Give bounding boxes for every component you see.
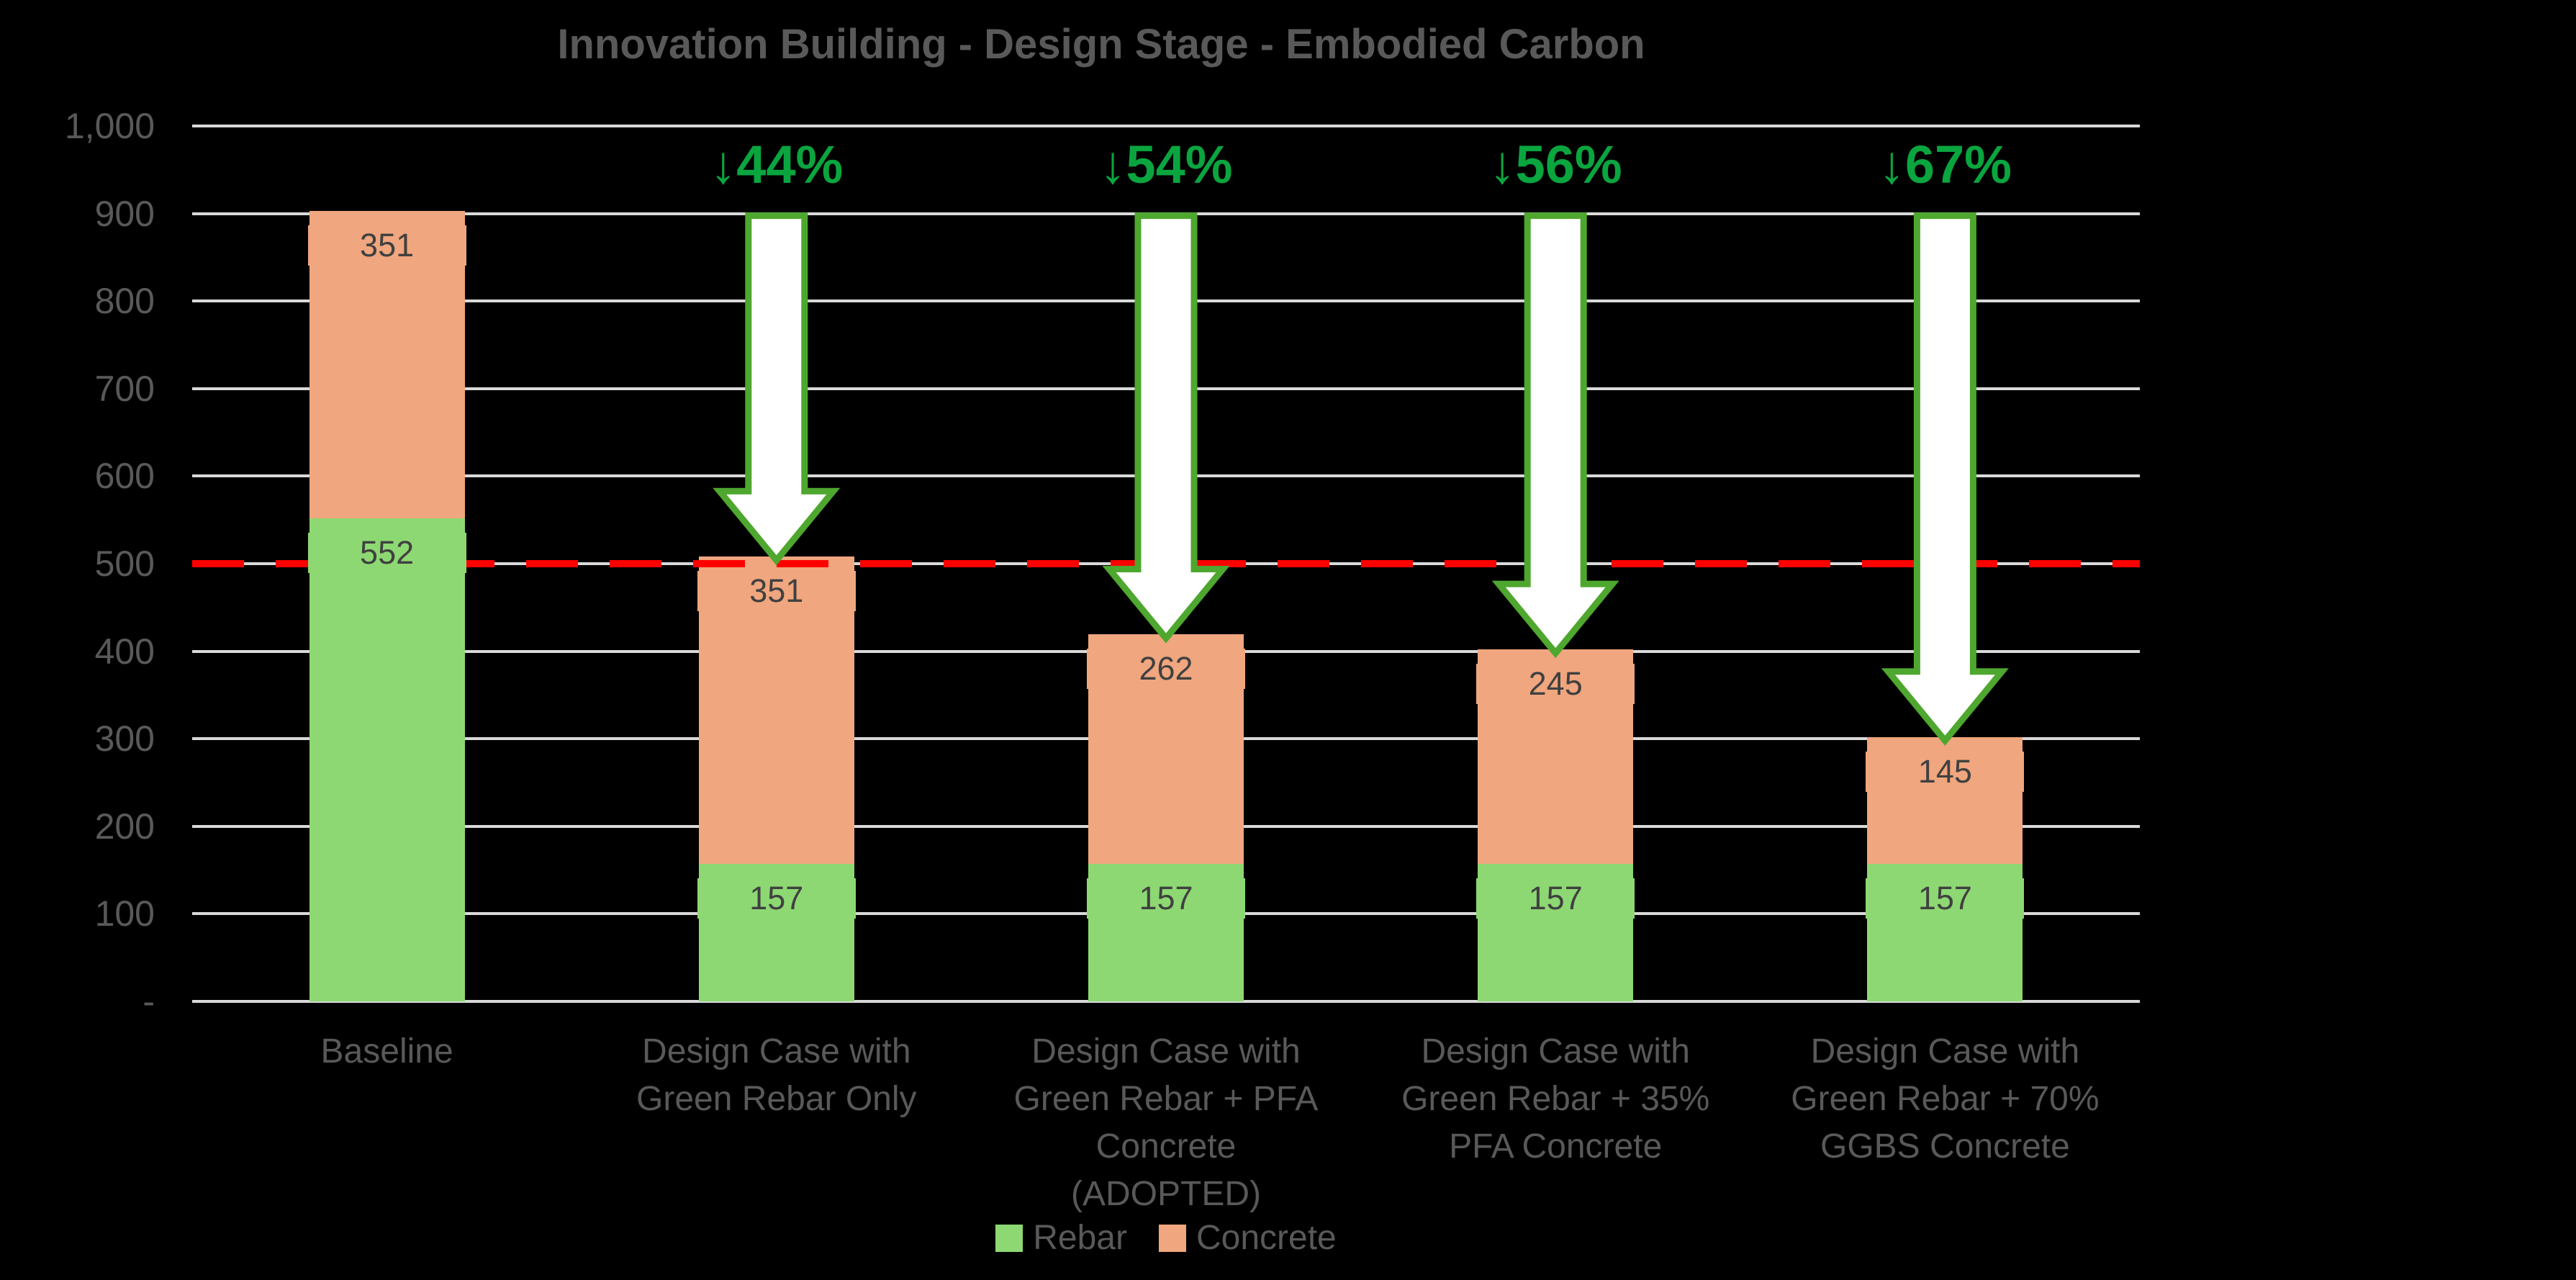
legend-item-rebar: Rebar <box>995 1221 1127 1256</box>
y-axis-tick-label: 400 <box>94 631 155 672</box>
reduction-percent-label: ↓44% <box>710 134 844 194</box>
legend-item-concrete: Concrete <box>1158 1219 1337 1257</box>
y-axis-tick-label: - <box>143 981 155 1022</box>
y-axis-tick-label: 700 <box>94 368 155 409</box>
data-label-rebar: 157 <box>1866 878 2025 919</box>
category-label: Design Case with Green Rebar + 35% PFA C… <box>1401 1032 1710 1166</box>
data-label-concrete: 145 <box>1866 751 2025 792</box>
reduction-arrow <box>1102 212 1230 644</box>
data-label-rebar: 157 <box>697 878 856 919</box>
data-label-concrete: 262 <box>1087 649 1245 690</box>
legend-swatch-concrete <box>1158 1225 1186 1252</box>
category-label: Design Case with Green Rebar + 70% GGBS … <box>1791 1032 2100 1166</box>
y-axis-tick-label: 900 <box>94 193 155 234</box>
y-axis-tick-label: 200 <box>94 806 155 847</box>
y-axis-tick-label: 600 <box>94 456 155 497</box>
plot-area: 552 351 157 351 157 262 157 245 157 145 ↓44% ↓54% ↓… <box>192 125 2140 1003</box>
reduction-arrow <box>1491 212 1619 659</box>
gridline <box>192 1000 2140 1003</box>
reduction-arrow <box>713 212 841 566</box>
legend-label-rebar: Rebar <box>1033 1219 1127 1257</box>
legend-swatch-rebar <box>995 1225 1023 1252</box>
reduction-arrows-layer <box>713 212 2009 746</box>
reduction-percent-label: ↓54% <box>1099 134 1233 194</box>
data-label-rebar: 157 <box>1476 878 1635 919</box>
category-label: Design Case with Green Rebar + PFA Concr… <box>1013 1032 1319 1213</box>
chart-title: Innovation Building - Design Stage - Emb… <box>557 21 1645 68</box>
data-label-rebar: 157 <box>1087 878 1245 919</box>
data-label-concrete: 245 <box>1476 664 1635 705</box>
bar-segment-rebar <box>309 518 465 1001</box>
reduction-arrow <box>1881 212 2009 746</box>
category-label: Baseline <box>320 1032 453 1071</box>
category-label: Design Case with Green Rebar Only <box>636 1032 917 1118</box>
reduction-percent-label: ↓67% <box>1878 134 2012 194</box>
reduction-percent-label: ↓56% <box>1488 134 1622 194</box>
y-axis-tick-label: 800 <box>94 281 155 322</box>
data-label-concrete: 351 <box>307 225 466 266</box>
data-label-rebar: 552 <box>307 532 466 573</box>
y-axis-tick-label: 300 <box>94 718 155 760</box>
legend: Rebar Concrete <box>192 1221 2140 1256</box>
y-axis-tick-label: 1,000 <box>64 106 155 146</box>
y-axis-tick-label: 100 <box>94 893 155 934</box>
y-axis-tick-label: 500 <box>94 544 155 584</box>
data-label-concrete: 351 <box>697 571 856 612</box>
gridline <box>192 125 2140 127</box>
legend-label-concrete: Concrete <box>1196 1219 1337 1257</box>
